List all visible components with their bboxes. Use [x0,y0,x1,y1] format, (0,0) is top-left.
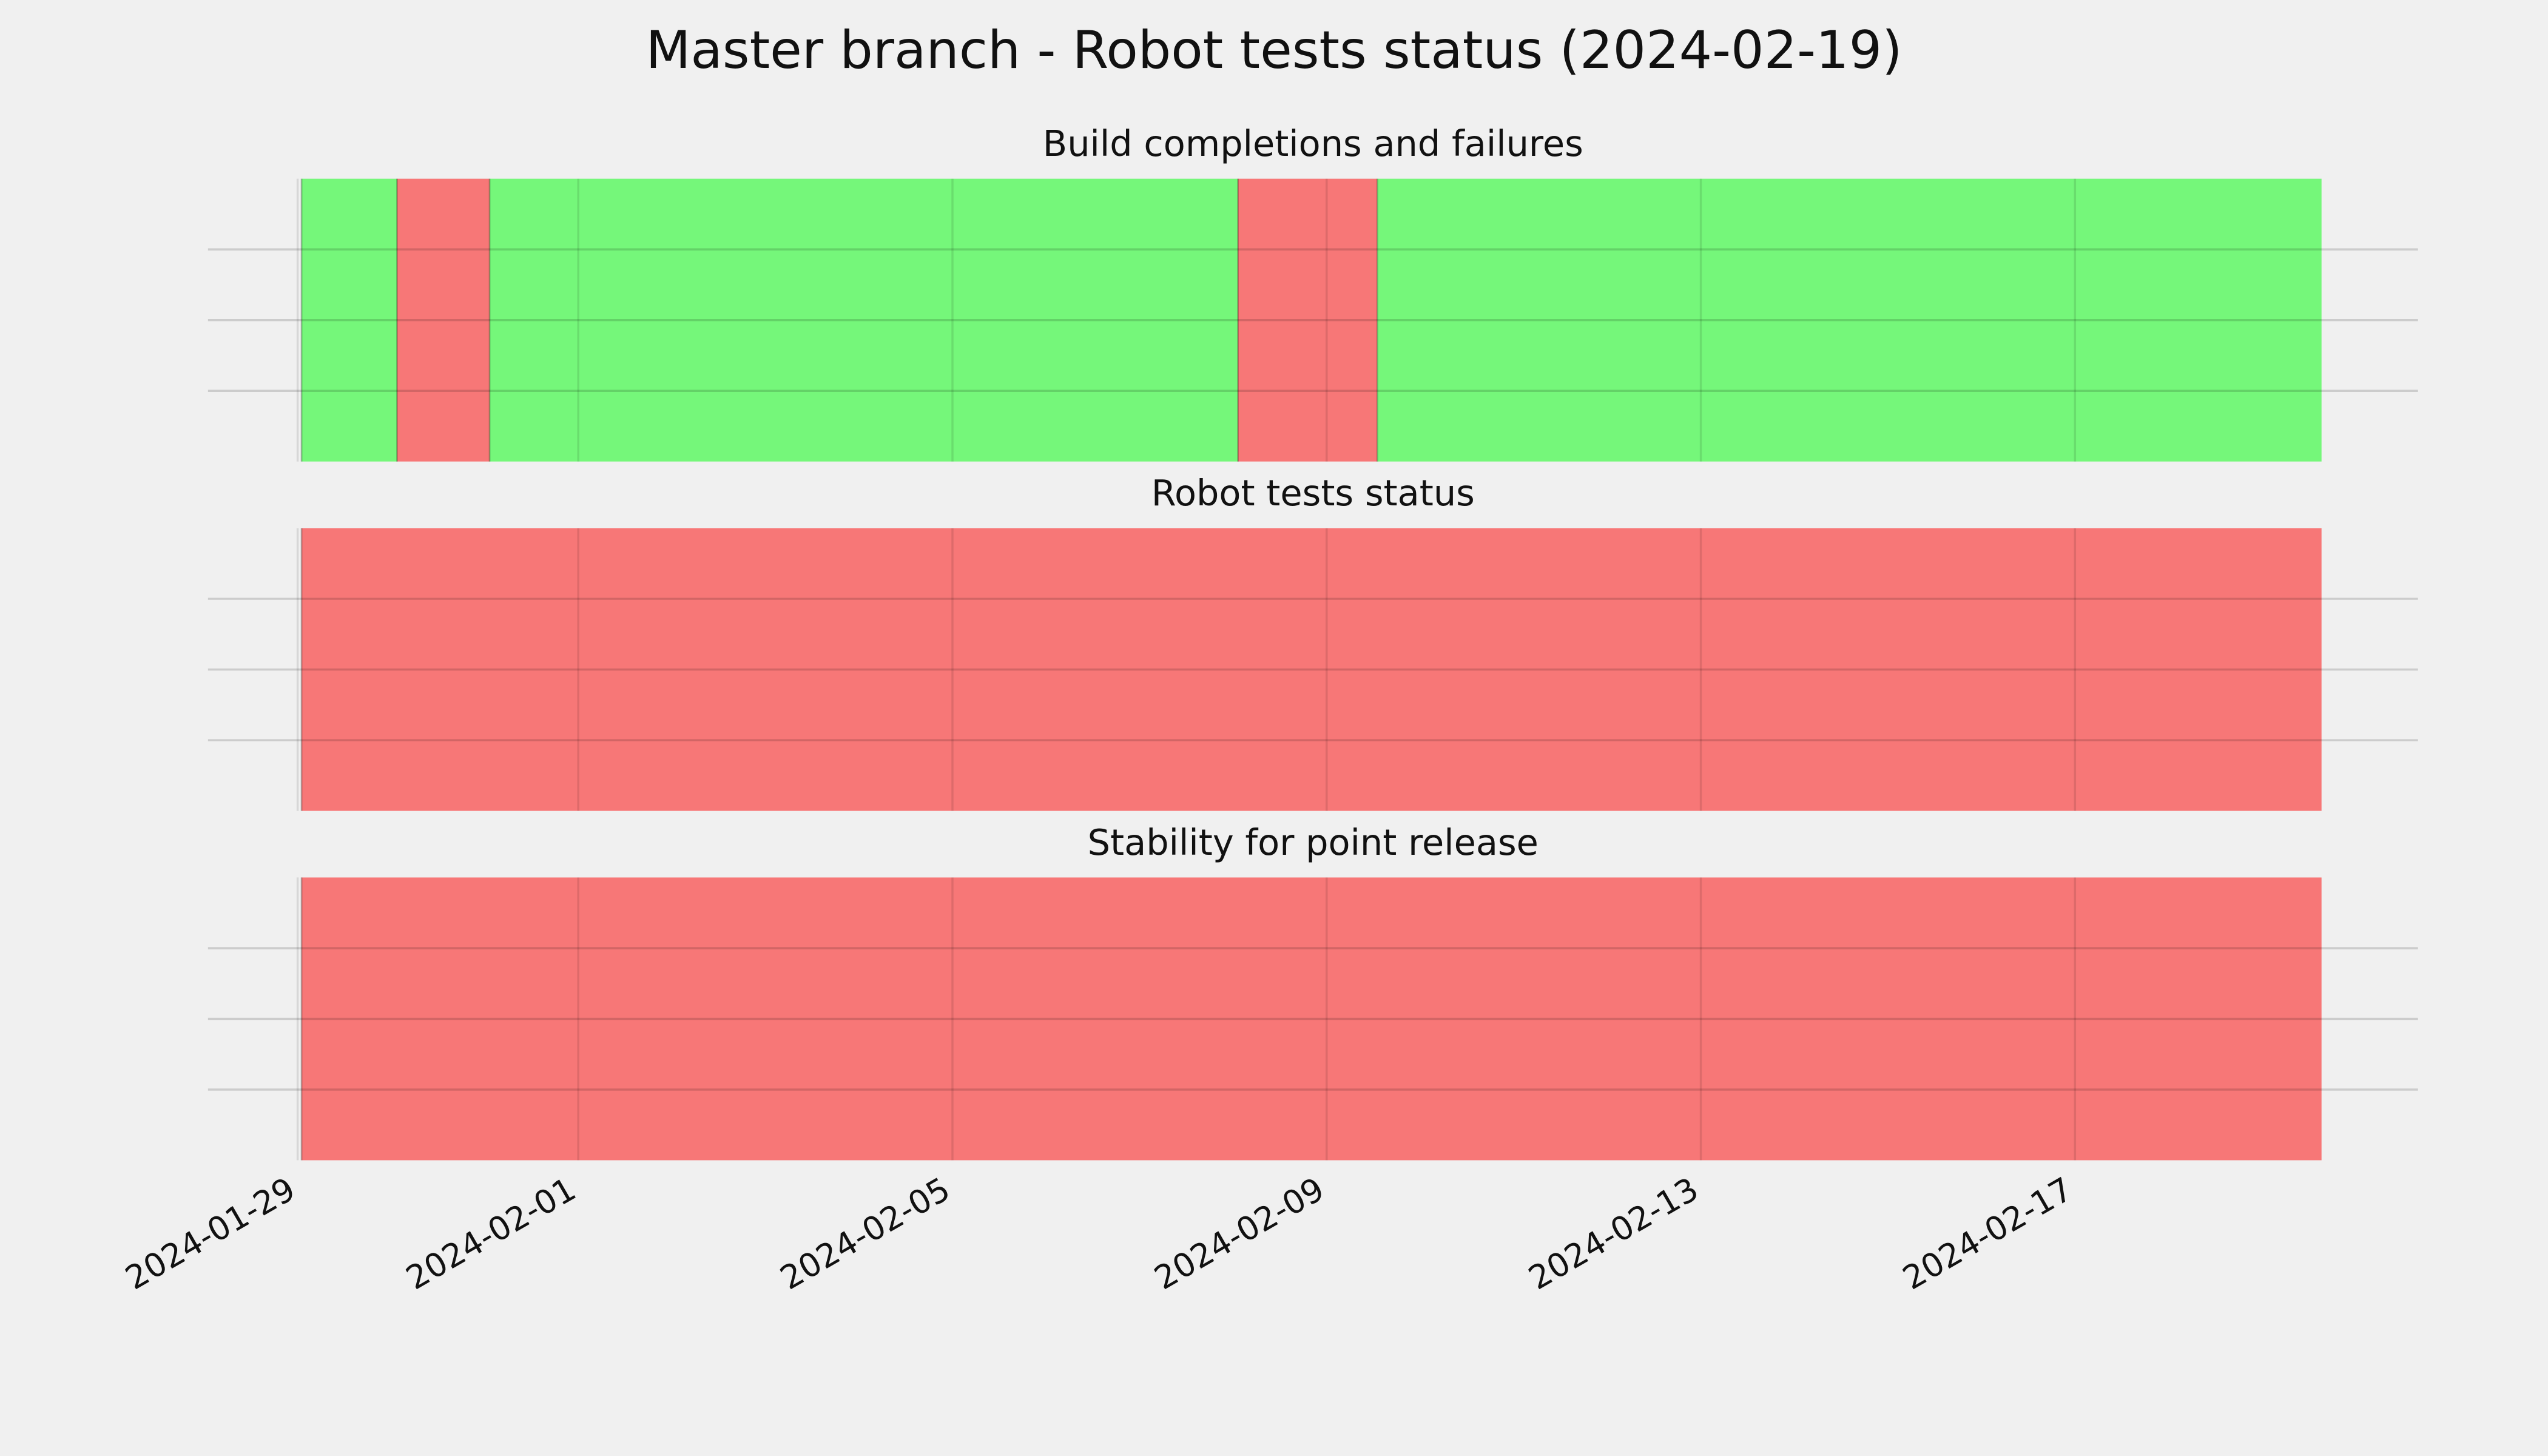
status-span [302,178,397,462]
status-span [302,528,2322,811]
status-span [1377,178,2322,462]
chart-title: Master branch - Robot tests status (2024… [645,20,1902,81]
status-span [490,178,1238,462]
status-span [397,178,490,462]
panel-title: Build completions and failures [1043,123,1583,164]
panel-title: Robot tests status [1151,472,1475,514]
status-span [1238,178,1378,462]
panel-title: Stability for point release [1088,821,1539,863]
status-span [302,877,2322,1161]
